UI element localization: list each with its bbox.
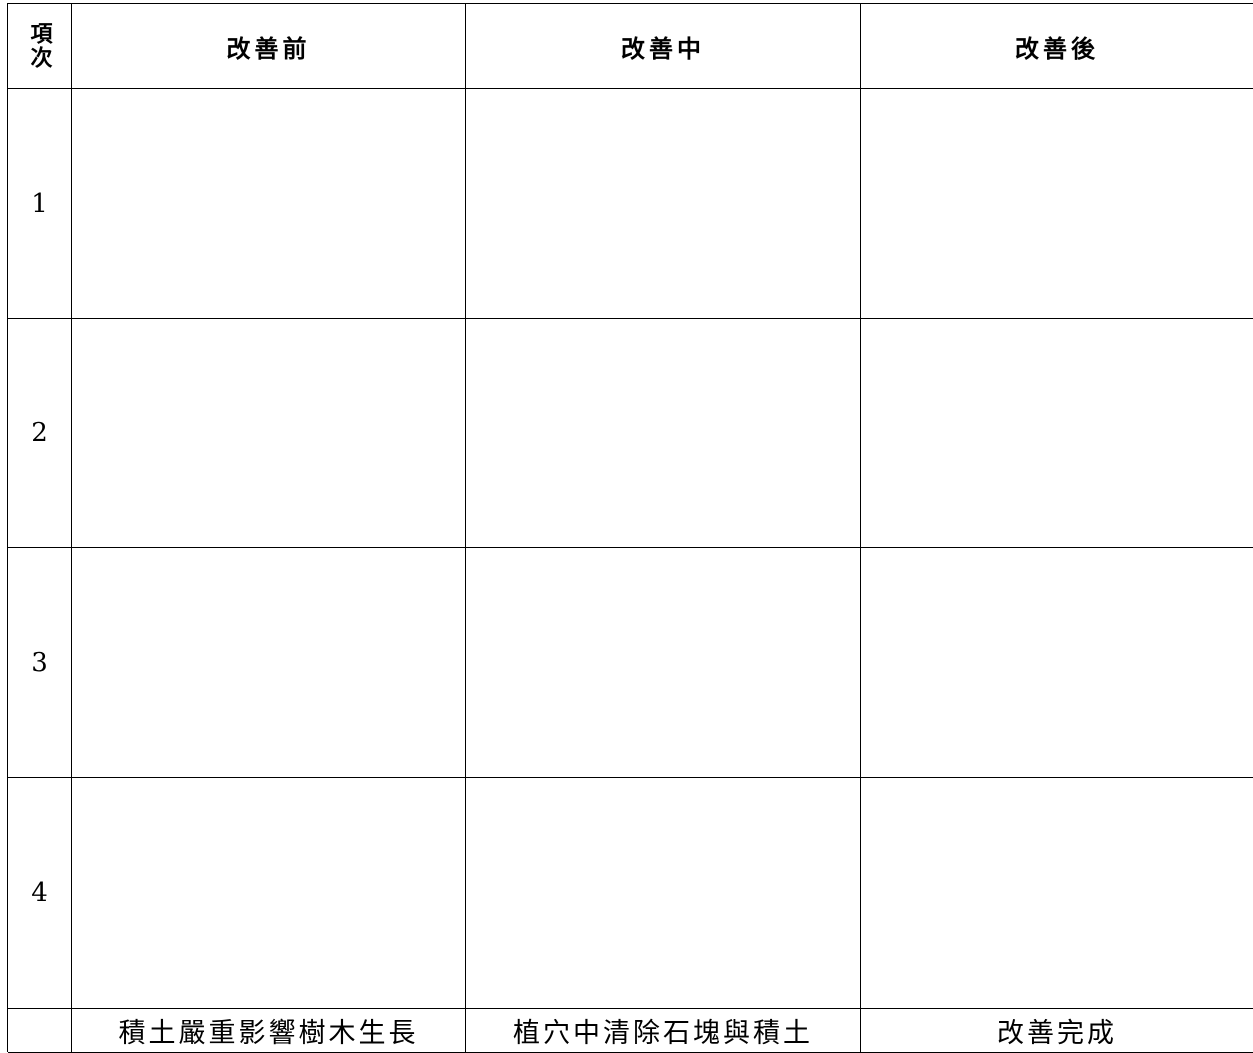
photo-cell <box>72 548 466 778</box>
cell-text: 2 <box>31 418 48 448</box>
cell-text: 改善中 <box>621 33 705 63</box>
photo-cell <box>72 319 466 548</box>
header-cell: 改善後 <box>861 4 1253 89</box>
photo-cell <box>72 778 466 1009</box>
table: 項次 改善前 改善中 改善後 1 2 3 4 積土嚴重影響樹木生長 植穴中清除石塊與積土 改善完成 <box>7 3 1253 1053</box>
cell-text: 1 <box>31 188 48 219</box>
cell-text: 改善後 <box>1015 33 1099 63</box>
photo-cell <box>466 548 861 778</box>
cell-text: 積土嚴重影響樹木生長 <box>118 1018 419 1049</box>
header-cell: 項次 <box>8 4 72 89</box>
photo-cell <box>466 778 861 1009</box>
header-cell: 改善中 <box>466 4 861 89</box>
item-cell: 1 <box>8 89 72 319</box>
caption-cell: 改善完成 <box>861 1009 1253 1053</box>
item-cell: 4 <box>8 778 72 1009</box>
caption-cell <box>8 1009 72 1053</box>
caption-cell: 植穴中清除石塊與積土 <box>466 1009 861 1053</box>
photo-cell <box>466 89 861 319</box>
cell-text: 項次 <box>26 22 53 70</box>
item-cell: 2 <box>8 319 72 548</box>
photo-cell <box>861 548 1253 778</box>
header-cell: 改善前 <box>72 4 466 89</box>
caption-cell: 積土嚴重影響樹木生長 <box>72 1009 466 1053</box>
cell-text: 3 <box>31 647 48 678</box>
photo-cell <box>861 89 1253 319</box>
photo-cell <box>861 778 1253 1009</box>
photo-cell <box>466 319 861 548</box>
photo-cell <box>72 89 466 319</box>
item-cell: 3 <box>8 548 72 778</box>
cell-text: 植穴中清除石塊與積土 <box>513 1018 813 1049</box>
cell-text: 改善完成 <box>997 1018 1117 1049</box>
cell-text: 4 <box>31 878 48 908</box>
photo-cell <box>861 319 1253 548</box>
cell-text: 改善前 <box>226 33 311 63</box>
